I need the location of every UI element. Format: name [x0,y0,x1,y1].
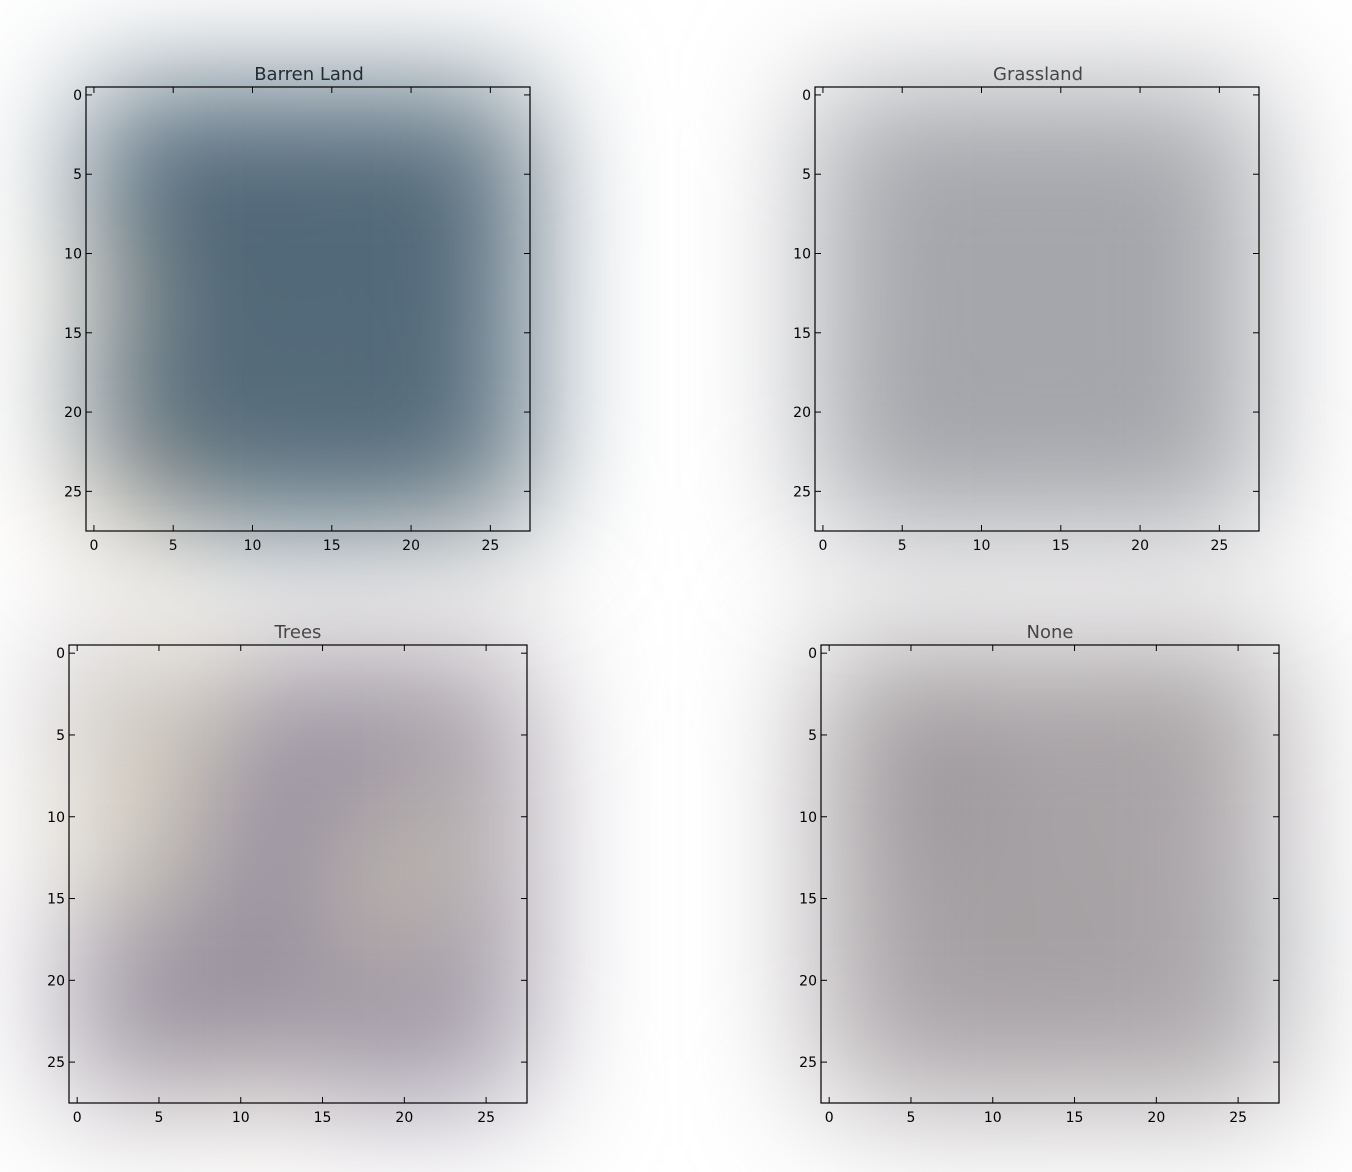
x-tick-label: 5 [907,1110,916,1126]
y-tick-label: 25 [799,1055,817,1071]
y-tick-label: 15 [799,892,817,908]
y-tick-label: 25 [47,1055,65,1071]
image-tile [69,645,527,1103]
y-tick-label: 0 [808,646,817,662]
x-tick-label: 10 [232,1110,250,1126]
panel-none: None 0 5 10 15 20 25 0 5 10 15 20 25 [799,622,1280,1126]
x-tick-label: 25 [1229,1110,1247,1126]
x-tick-label: 0 [825,1110,834,1126]
y-tick-label: 20 [799,973,817,989]
panel-title: Trees [274,622,322,643]
y-tick-label: 15 [64,326,82,342]
axes-frame [68,644,528,1104]
y-tick-label: 5 [73,167,82,183]
x-tick-label: 25 [1210,538,1228,554]
axes-frame [814,86,1260,532]
x-tick-label: 10 [244,538,262,554]
y-tick-label: 5 [808,728,817,744]
x-tick-label: 20 [1131,538,1149,554]
panel-title: Barren Land [254,64,364,85]
x-tick-label: 15 [1066,1110,1084,1126]
x-tick-label: 0 [89,538,98,554]
y-tick-label: 20 [64,405,82,421]
image-tile [821,645,1279,1103]
y-tick-label: 0 [56,646,65,662]
y-tick-label: 15 [47,892,65,908]
y-tick-label: 10 [799,810,817,826]
y-tick-label: 0 [73,88,82,104]
x-tick-label: 20 [402,538,420,554]
image-tile [86,87,530,531]
panel-title: None [1027,622,1074,643]
y-tick-label: 10 [793,247,811,263]
y-tick-label: 10 [64,247,82,263]
y-tick-label: 10 [47,810,65,826]
y-tick-label: 20 [47,973,65,989]
y-tick-label: 25 [64,484,82,500]
panel-barren-land: Barren Land 0 5 10 15 20 25 0 5 10 15 20 25 [64,64,531,554]
axes-frame [820,644,1280,1104]
y-tick-label: 20 [793,405,811,421]
x-tick-label: 5 [898,538,907,554]
x-tick-label: 10 [973,538,991,554]
panel-trees: Trees 0 5 10 15 20 25 0 5 10 15 20 25 [47,622,528,1126]
x-tick-label: 0 [73,1110,82,1126]
image-tile [815,87,1259,531]
axes-frame [85,86,531,532]
x-tick-label: 15 [1052,538,1070,554]
x-tick-label: 5 [169,538,178,554]
x-tick-label: 25 [481,538,499,554]
x-tick-label: 10 [984,1110,1002,1126]
x-tick-label: 15 [323,538,341,554]
y-tick-label: 5 [56,728,65,744]
x-tick-label: 25 [477,1110,495,1126]
y-tick-label: 25 [793,484,811,500]
x-tick-label: 15 [314,1110,332,1126]
y-tick-label: 5 [802,167,811,183]
panel-title: Grassland [993,64,1083,85]
y-tick-label: 0 [802,88,811,104]
panel-grassland: Grassland 0 5 10 15 20 25 0 5 10 15 20 25 [793,64,1260,554]
x-tick-label: 0 [818,538,827,554]
x-tick-label: 20 [395,1110,413,1126]
y-tick-label: 15 [793,326,811,342]
x-tick-label: 20 [1147,1110,1165,1126]
x-tick-label: 5 [155,1110,164,1126]
